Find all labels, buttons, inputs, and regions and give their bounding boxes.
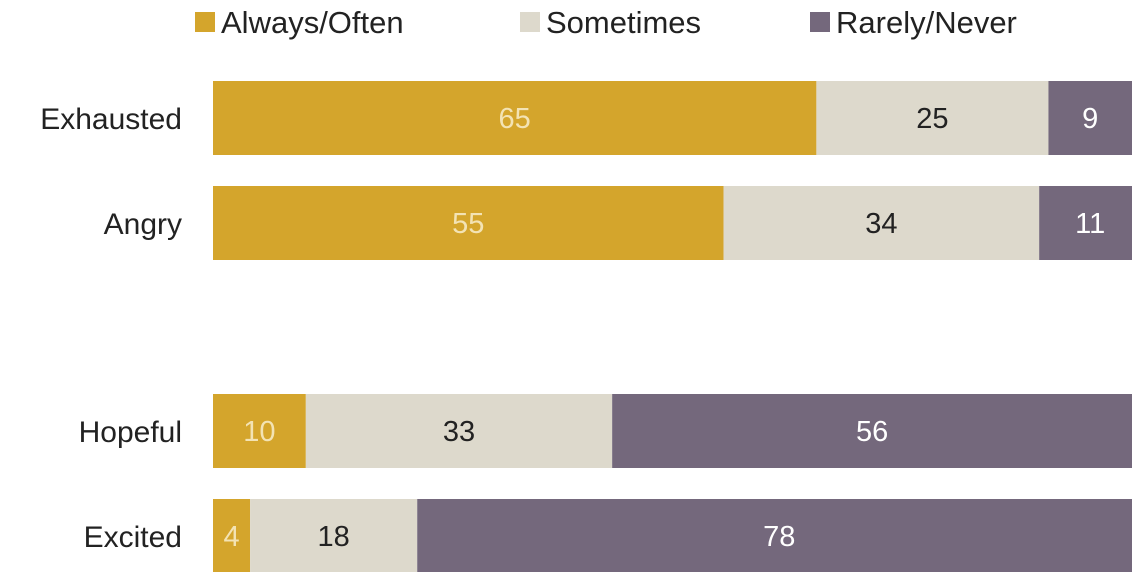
chart-legend: Always/Often Sometimes Rarely/Never	[195, 5, 1017, 40]
bar-angry-always-often	[213, 186, 724, 260]
category-label-exhausted: Exhausted	[40, 103, 182, 136]
legend-label-always-often: Always/Often	[221, 5, 404, 40]
legend-swatch-always-often	[195, 12, 215, 32]
bar-exhausted-always-often	[213, 81, 817, 155]
bar-exhausted-sometimes	[816, 81, 1049, 155]
value-label-angry-rarely-never: 11	[1075, 208, 1105, 240]
value-label-hopeful-sometimes: 33	[443, 416, 475, 448]
legend-label-sometimes: Sometimes	[546, 5, 701, 40]
bar-hopeful-rarely-never	[612, 394, 1132, 468]
value-label-excited-sometimes: 18	[318, 521, 350, 553]
value-label-exhausted-always-often: 65	[499, 103, 531, 135]
legend-label-rarely-never: Rarely/Never	[836, 5, 1017, 40]
value-label-excited-always-often: 4	[223, 521, 239, 553]
category-labels: Exhausted Angry Hopeful Excited	[40, 103, 182, 554]
bar-excited-always-often	[213, 499, 251, 572]
value-label-angry-always-often: 55	[452, 208, 484, 240]
bar-angry-sometimes	[723, 186, 1040, 260]
category-label-angry: Angry	[104, 208, 182, 241]
value-label-excited-rarely-never: 78	[763, 521, 795, 553]
legend-swatch-sometimes	[520, 12, 540, 32]
value-label-hopeful-always-often: 10	[243, 416, 275, 448]
value-label-exhausted-sometimes: 25	[916, 103, 948, 135]
bar-excited-rarely-never	[417, 499, 1132, 572]
category-label-excited: Excited	[84, 521, 182, 554]
value-label-angry-sometimes: 34	[865, 208, 897, 240]
legend-swatch-rarely-never	[810, 12, 830, 32]
value-label-exhausted-rarely-never: 9	[1082, 103, 1098, 135]
bar-hopeful-always-often	[213, 394, 306, 468]
bar-angry-rarely-never	[1039, 186, 1132, 260]
category-label-hopeful: Hopeful	[79, 416, 182, 449]
bar-exhausted-rarely-never	[1048, 81, 1132, 155]
bar-area: 65 25 9 55 34 11 10 33 56 4 18 78	[213, 81, 1132, 572]
bar-excited-sometimes	[250, 499, 418, 572]
bar-hopeful-sometimes	[305, 394, 613, 468]
value-label-hopeful-rarely-never: 56	[856, 416, 888, 448]
